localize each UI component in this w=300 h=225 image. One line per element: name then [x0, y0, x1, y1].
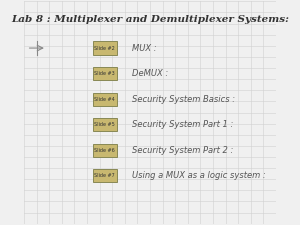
Text: Security System Basics :: Security System Basics :	[132, 95, 236, 104]
FancyBboxPatch shape	[93, 144, 116, 157]
Text: Lab 8 : Multiplexer and Demultiplexer Systems:: Lab 8 : Multiplexer and Demultiplexer Sy…	[11, 15, 289, 24]
Text: Slide #3: Slide #3	[94, 71, 115, 76]
Text: Slide #5: Slide #5	[94, 122, 115, 127]
FancyBboxPatch shape	[93, 118, 116, 131]
Text: Using a MUX as a logic system :: Using a MUX as a logic system :	[132, 171, 266, 180]
Text: Security System Part 2 :: Security System Part 2 :	[132, 146, 234, 155]
Text: MUX :: MUX :	[132, 44, 157, 53]
Text: Slide #6: Slide #6	[94, 148, 115, 153]
Text: DeMUX :: DeMUX :	[132, 69, 169, 78]
FancyBboxPatch shape	[93, 41, 116, 55]
Text: Slide #7: Slide #7	[94, 173, 115, 178]
FancyBboxPatch shape	[93, 67, 116, 80]
FancyBboxPatch shape	[93, 93, 116, 106]
Text: Slide #4: Slide #4	[94, 97, 115, 102]
FancyBboxPatch shape	[93, 169, 116, 182]
Text: Slide #2: Slide #2	[94, 45, 115, 51]
Text: Security System Part 1 :: Security System Part 1 :	[132, 120, 234, 129]
